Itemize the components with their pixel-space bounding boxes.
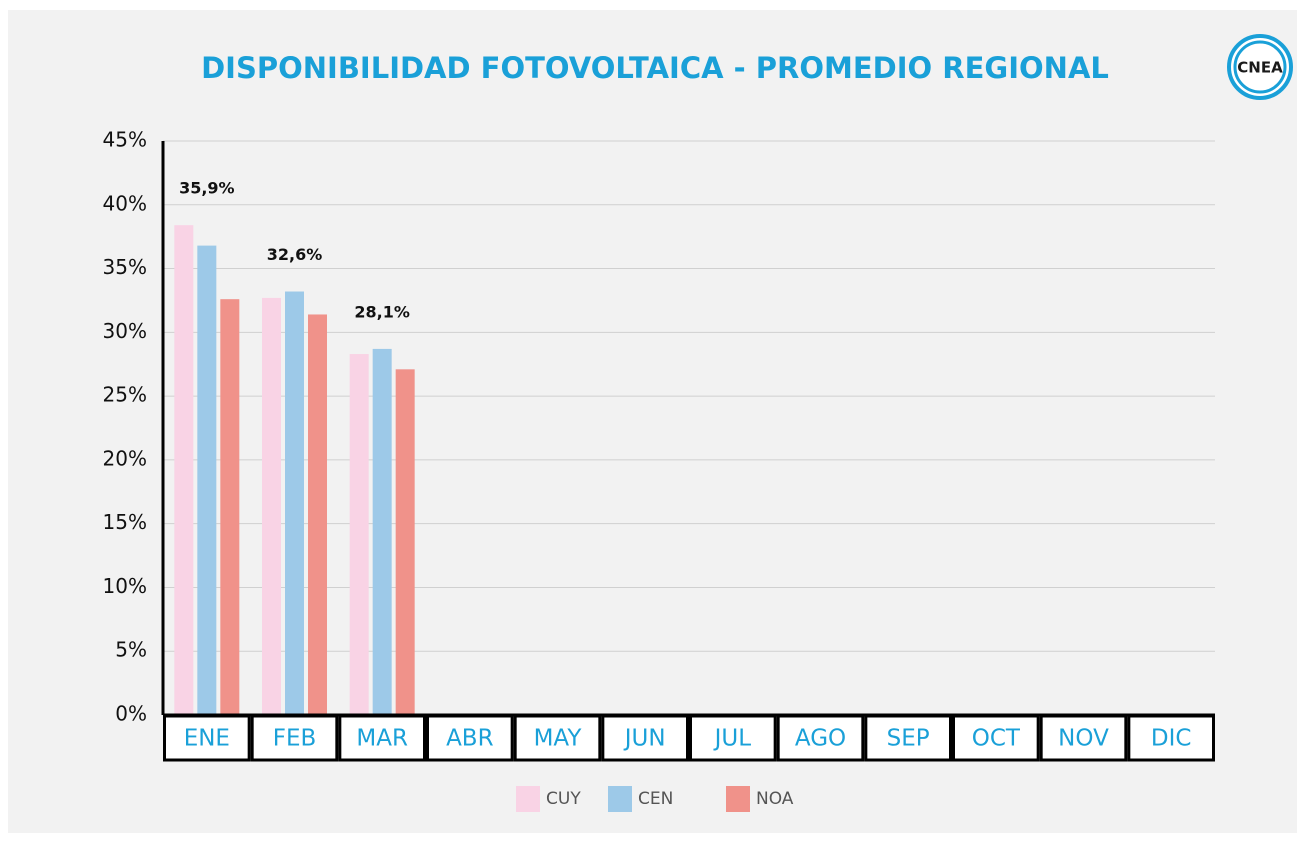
bar (308, 314, 327, 715)
legend-swatch (726, 786, 750, 812)
bar (174, 225, 194, 716)
legend-swatch (516, 786, 540, 812)
logo-text: CNEA (1237, 59, 1283, 77)
y-tick-label: 5% (115, 638, 147, 662)
category-box (601, 714, 689, 762)
average-label: 28,1% (354, 302, 410, 321)
x-tick-label: ENE (184, 726, 230, 752)
x-tick-label: AGO (795, 726, 846, 752)
category-box (338, 714, 427, 762)
logo-ring (1227, 34, 1293, 100)
logo: CNEA (1227, 34, 1293, 100)
x-tick-label: MAR (356, 726, 408, 752)
logo-ring (1233, 40, 1287, 94)
category-box (864, 714, 952, 762)
bar (285, 291, 304, 715)
x-tick-label: OCT (972, 726, 1021, 752)
category-box (426, 714, 514, 762)
bar (197, 245, 217, 715)
bar (395, 369, 415, 715)
y-tick-label: 15% (103, 510, 147, 534)
legend-label: NOA (756, 789, 794, 809)
x-tick-label: DIC (1151, 726, 1192, 752)
average-label: 32,6% (267, 245, 323, 264)
category-box (776, 714, 865, 762)
x-tick-label: MAY (534, 726, 583, 752)
bar (372, 348, 392, 715)
y-tick-label: 25% (103, 383, 147, 407)
category-box (1039, 714, 1128, 762)
legend-label: CUY (546, 789, 581, 809)
chart-title: DISPONIBILIDAD FOTOVOLTAICA - PROMEDIO R… (201, 51, 1109, 85)
category-box (689, 714, 777, 762)
x-tick-label: FEB (273, 726, 317, 752)
y-tick-label: 20% (103, 446, 147, 470)
bar (220, 299, 240, 715)
y-tick-label: 10% (103, 574, 147, 598)
legend-swatch (608, 786, 632, 812)
y-tick-label: 0% (115, 702, 147, 726)
x-tick-label: JUL (713, 726, 752, 752)
y-tick-label: 40% (103, 191, 147, 215)
x-tick-label: NOV (1058, 726, 1109, 752)
x-tick-label: ABR (446, 726, 494, 752)
x-tick-label: SEP (887, 726, 930, 752)
x-tick-label: JUN (623, 726, 666, 752)
y-tick-label: 35% (103, 255, 147, 279)
category-box (513, 714, 602, 762)
bar (349, 354, 369, 715)
bar (262, 297, 281, 715)
legend-label: CEN (638, 789, 673, 809)
category-box (250, 714, 339, 762)
y-tick-label: 30% (103, 319, 147, 343)
y-tick-label: 45% (103, 128, 147, 152)
average-label: 35,9% (179, 179, 235, 198)
